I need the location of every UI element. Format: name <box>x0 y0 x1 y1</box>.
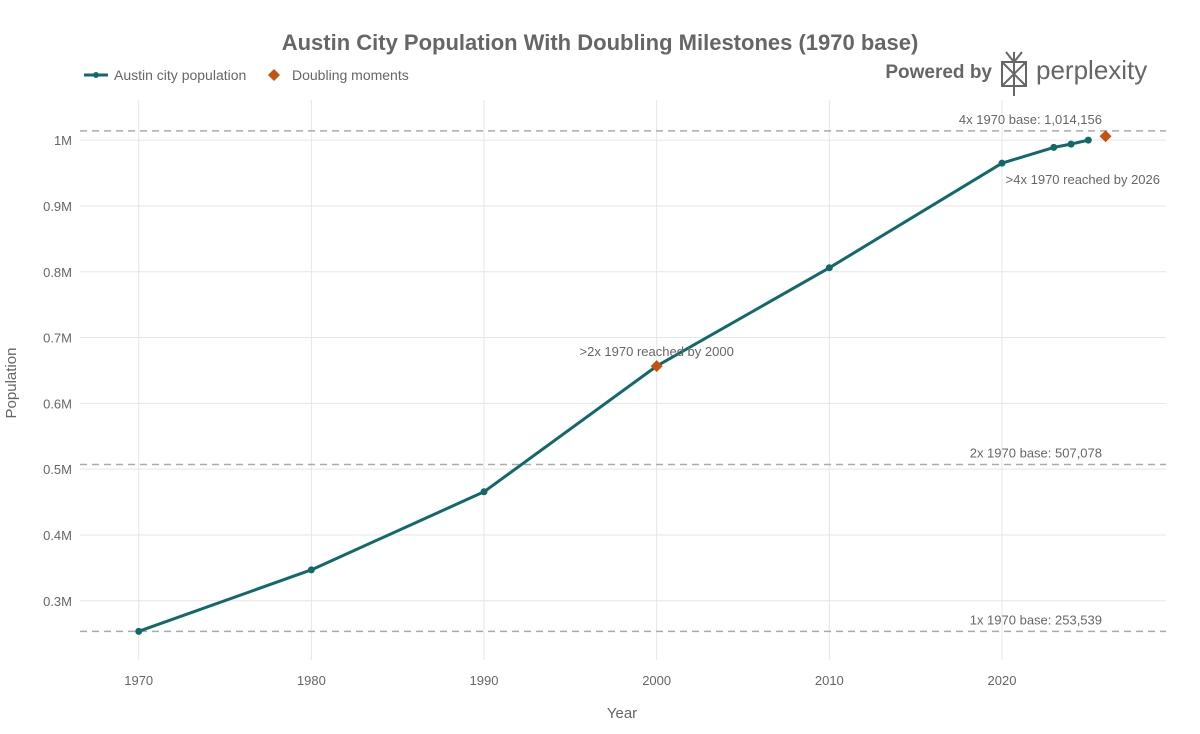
doubling-moment-diamond <box>1099 130 1112 143</box>
legend-label-doubling: Doubling moments <box>292 67 409 83</box>
legend: Austin city population Doubling moments <box>84 67 409 83</box>
perplexity-brand-text: perplexity <box>1036 55 1147 85</box>
y-tick-label: 0.4M <box>43 528 72 543</box>
y-tick-label: 0.5M <box>43 462 72 477</box>
population-point <box>1067 140 1075 148</box>
reference-line-label: 4x 1970 base: 1,014,156 <box>959 112 1102 127</box>
y-tick-label: 0.7M <box>43 331 72 346</box>
population-point <box>135 627 143 635</box>
y-tick-label: 0.9M <box>43 199 72 214</box>
x-tick-label: 1970 <box>124 673 153 688</box>
chart-title: Austin City Population With Doubling Mil… <box>282 30 919 55</box>
legend-diamond-icon <box>268 69 280 81</box>
population-point <box>998 159 1006 167</box>
population-point <box>1084 136 1092 144</box>
legend-marker-icon <box>93 72 99 78</box>
x-tick-label: 2000 <box>642 673 671 688</box>
y-tick-label: 0.6M <box>43 396 72 411</box>
annotation-label: >2x 1970 reached by 2000 <box>580 344 734 359</box>
doubling-moment-diamond <box>650 360 663 373</box>
y-tick-label: 0.3M <box>43 594 72 609</box>
x-tick-label: 1990 <box>470 673 499 688</box>
reference-line-label: 2x 1970 base: 507,078 <box>970 446 1102 461</box>
x-tick-label: 2010 <box>815 673 844 688</box>
branding: Powered by perplexity <box>885 51 1147 96</box>
perplexity-logo-icon <box>1001 51 1027 96</box>
population-point <box>825 264 833 272</box>
x-axis-label: Year <box>607 705 637 722</box>
reference-line-label: 1x 1970 base: 253,539 <box>970 612 1102 627</box>
y-axis-label: Population <box>3 348 20 419</box>
legend-label-population: Austin city population <box>114 67 246 83</box>
population-point <box>480 488 488 496</box>
population-point <box>307 566 315 574</box>
powered-by-text: Powered by <box>885 62 992 83</box>
y-tick-label: 1M <box>54 133 72 148</box>
population-line <box>138 138 1089 633</box>
x-tick-label: 2020 <box>988 673 1017 688</box>
y-tick-label: 0.8M <box>43 265 72 280</box>
annotation-label: >4x 1970 reached by 2026 <box>1006 172 1160 187</box>
population-point <box>1050 143 1058 151</box>
x-tick-label: 1980 <box>297 673 326 688</box>
